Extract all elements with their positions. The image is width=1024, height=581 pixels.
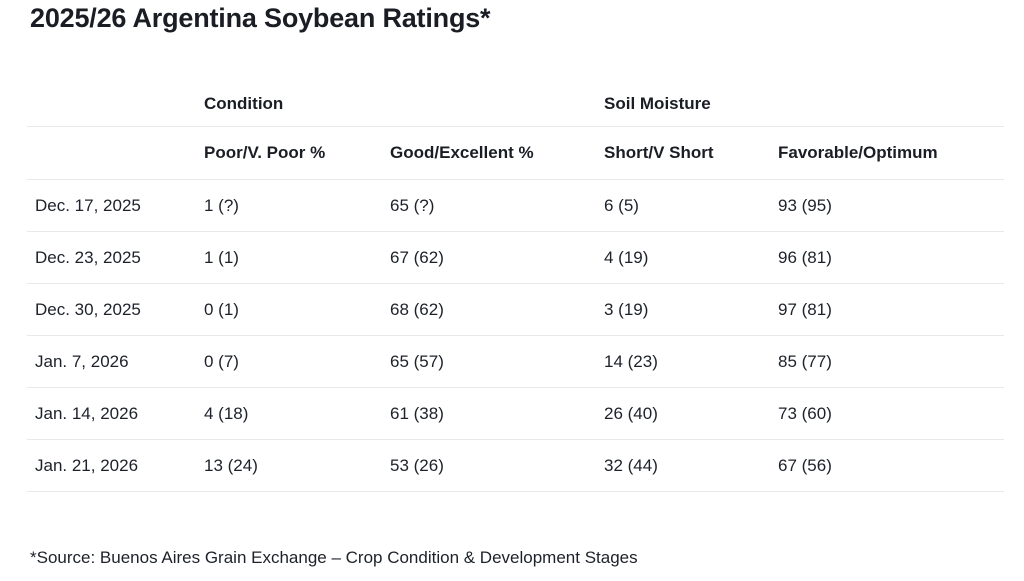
ratings-table: Condition Soil Moisture Poor/V. Poor % G… bbox=[27, 84, 1005, 493]
column-header-good-excellent: Good/Excellent % bbox=[390, 126, 604, 181]
column-header-short-vshort: Short/V Short bbox=[604, 126, 778, 181]
cell-date: Jan. 14, 2026 bbox=[27, 387, 204, 441]
table-row: Dec. 30, 2025 0 (1) 68 (62) 3 (19) 97 (8… bbox=[27, 283, 1005, 337]
cell-good-excellent: 68 (62) bbox=[390, 283, 604, 337]
page: 2025/26 Argentina Soybean Ratings* Condi… bbox=[27, 3, 1005, 568]
cell-favorable-optimum: 67 (56) bbox=[778, 439, 1005, 493]
group-header-soil-moisture: Soil Moisture bbox=[604, 84, 1005, 128]
cell-date: Dec. 17, 2025 bbox=[27, 179, 204, 233]
column-header-favorable-optimum: Favorable/Optimum bbox=[778, 126, 1005, 181]
table-row: Jan. 14, 2026 4 (18) 61 (38) 26 (40) 73 … bbox=[27, 387, 1005, 441]
cell-short-vshort: 32 (44) bbox=[604, 439, 778, 493]
source-note: *Source: Buenos Aires Grain Exchange – C… bbox=[30, 548, 638, 568]
cell-date: Dec. 23, 2025 bbox=[27, 231, 204, 285]
group-header-row: Condition Soil Moisture bbox=[27, 84, 1005, 128]
table-row: Dec. 17, 2025 1 (?) 65 (?) 6 (5) 93 (95) bbox=[27, 179, 1005, 233]
cell-poor-vpoor: 4 (18) bbox=[204, 387, 390, 441]
cell-good-excellent: 53 (26) bbox=[390, 439, 604, 493]
column-header-row: Poor/V. Poor % Good/Excellent % Short/V … bbox=[27, 126, 1005, 181]
cell-poor-vpoor: 1 (?) bbox=[204, 179, 390, 233]
group-header-condition: Condition bbox=[204, 84, 604, 128]
cell-short-vshort: 6 (5) bbox=[604, 179, 778, 233]
cell-poor-vpoor: 0 (7) bbox=[204, 335, 390, 389]
column-header-poor-vpoor: Poor/V. Poor % bbox=[204, 126, 390, 181]
column-header-date bbox=[27, 126, 204, 181]
page-title: 2025/26 Argentina Soybean Ratings* bbox=[30, 3, 491, 33]
cell-short-vshort: 3 (19) bbox=[604, 283, 778, 337]
cell-favorable-optimum: 73 (60) bbox=[778, 387, 1005, 441]
cell-poor-vpoor: 0 (1) bbox=[204, 283, 390, 337]
cell-poor-vpoor: 13 (24) bbox=[204, 439, 390, 493]
cell-good-excellent: 67 (62) bbox=[390, 231, 604, 285]
cell-good-excellent: 65 (57) bbox=[390, 335, 604, 389]
table-row: Dec. 23, 2025 1 (1) 67 (62) 4 (19) 96 (8… bbox=[27, 231, 1005, 285]
cell-date: Jan. 7, 2026 bbox=[27, 335, 204, 389]
cell-poor-vpoor: 1 (1) bbox=[204, 231, 390, 285]
cell-good-excellent: 65 (?) bbox=[390, 179, 604, 233]
cell-short-vshort: 4 (19) bbox=[604, 231, 778, 285]
cell-date: Dec. 30, 2025 bbox=[27, 283, 204, 337]
cell-favorable-optimum: 96 (81) bbox=[778, 231, 1005, 285]
cell-favorable-optimum: 93 (95) bbox=[778, 179, 1005, 233]
cell-good-excellent: 61 (38) bbox=[390, 387, 604, 441]
group-header-empty bbox=[27, 84, 204, 128]
cell-favorable-optimum: 97 (81) bbox=[778, 283, 1005, 337]
cell-date: Jan. 21, 2026 bbox=[27, 439, 204, 493]
cell-favorable-optimum: 85 (77) bbox=[778, 335, 1005, 389]
table-row: Jan. 21, 2026 13 (24) 53 (26) 32 (44) 67… bbox=[27, 439, 1005, 493]
cell-short-vshort: 14 (23) bbox=[604, 335, 778, 389]
cell-short-vshort: 26 (40) bbox=[604, 387, 778, 441]
table-row: Jan. 7, 2026 0 (7) 65 (57) 14 (23) 85 (7… bbox=[27, 335, 1005, 389]
